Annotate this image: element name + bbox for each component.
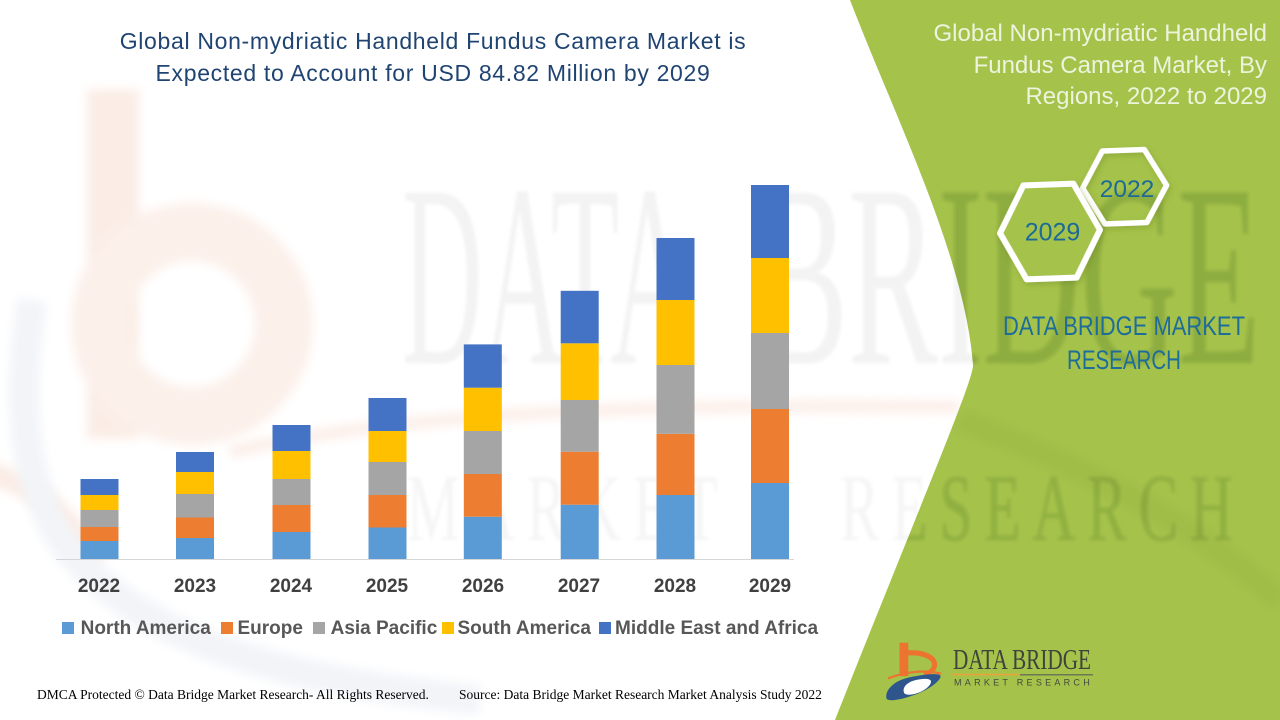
svg-text:RESEARCH: RESEARCH	[1067, 345, 1181, 375]
svg-text:DATA BRIDGE MARKET: DATA BRIDGE MARKET	[1003, 311, 1245, 341]
svg-text:BRIDGE: BRIDGE	[758, 132, 1260, 420]
svg-text:2022: 2022	[1100, 176, 1155, 203]
svg-text:DATA: DATA	[402, 132, 691, 420]
svg-text:2029: 2029	[1025, 219, 1081, 247]
svg-text:MARKET RESEARCH: MARKET RESEARCH	[954, 678, 1093, 688]
svg-text:RESEARCH: RESEARCH	[840, 455, 1245, 561]
svg-text:DATA BRIDGE: DATA BRIDGE	[953, 645, 1091, 676]
